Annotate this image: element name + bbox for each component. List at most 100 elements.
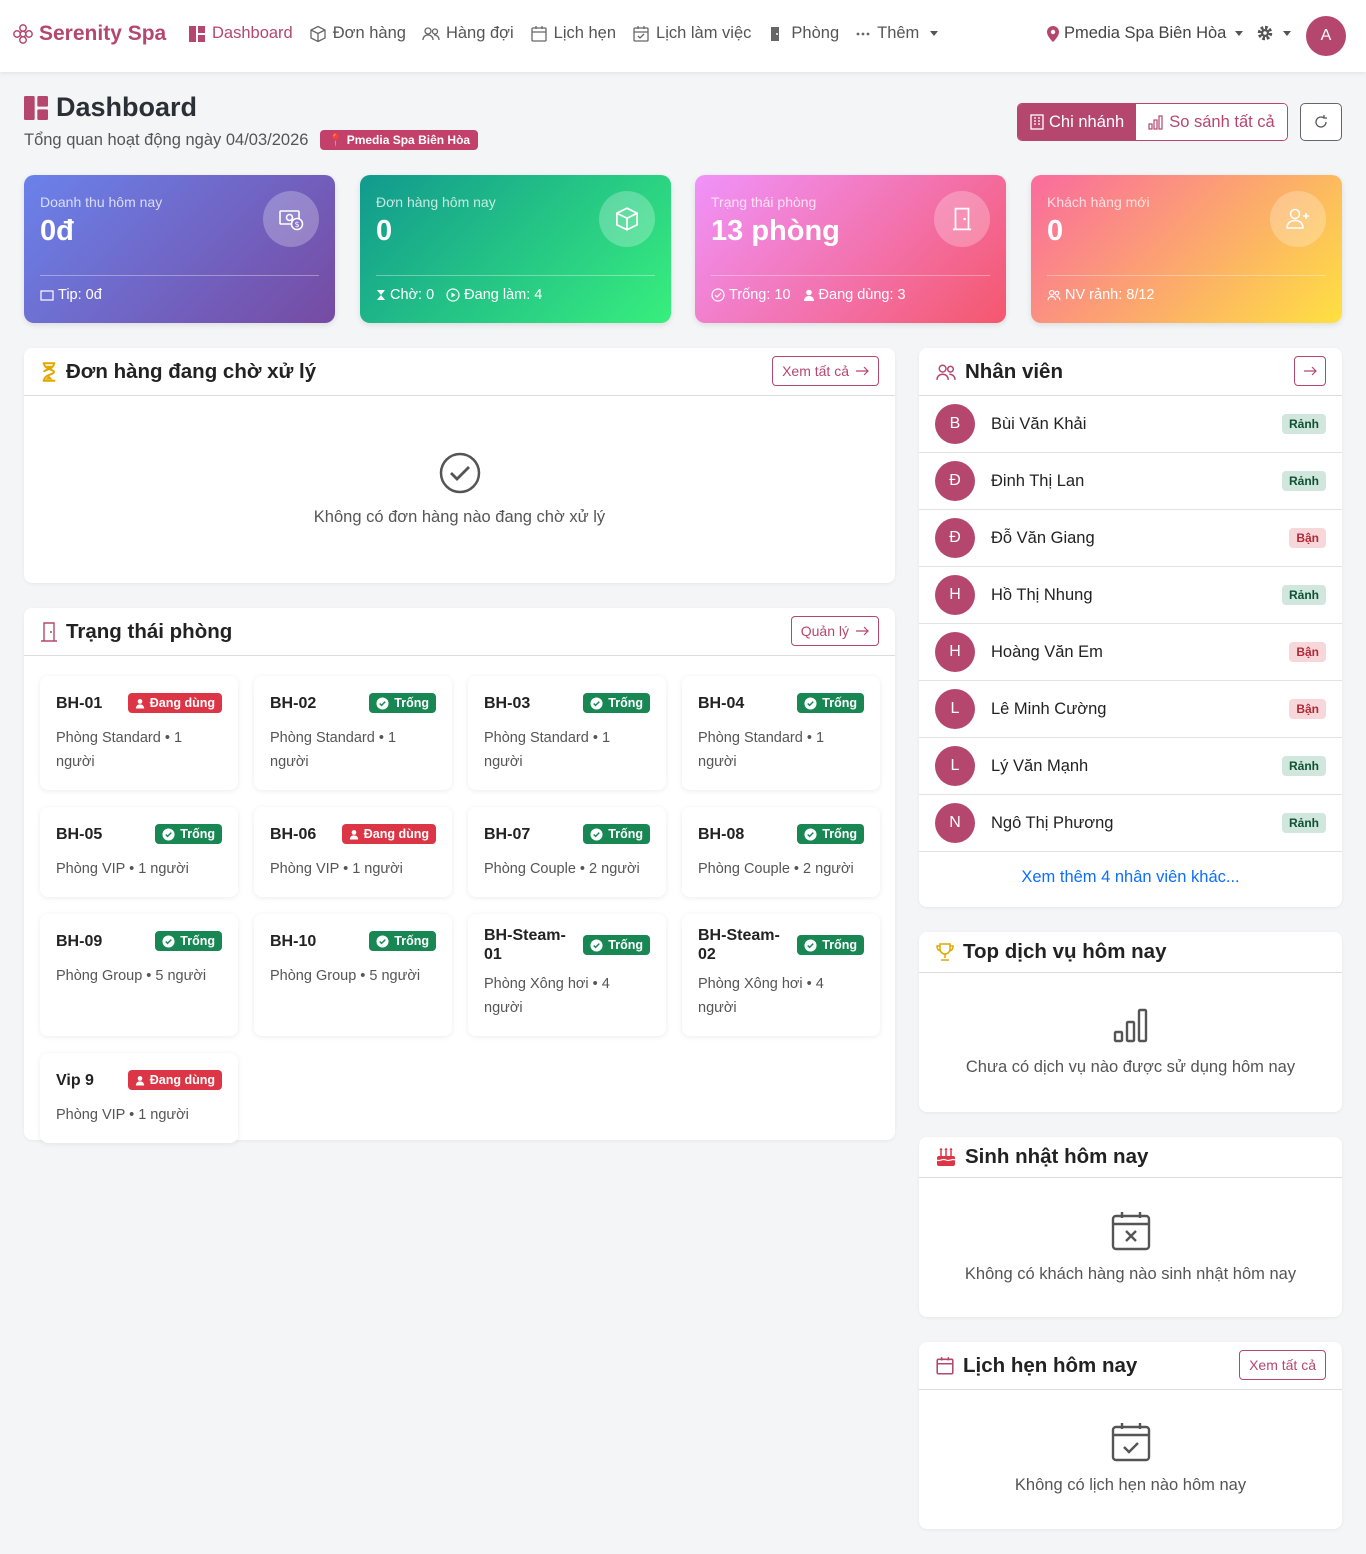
stat-footer-item: Đang làm: 4 [446,287,542,303]
staff-avatar: H [935,575,975,615]
room-desc: Phòng Standard • 1 người [56,730,183,770]
staff-avatar: L [935,746,975,786]
empty-text: Không có lịch hẹn nào hôm nay [1014,1476,1247,1494]
btn-icon [1030,114,1044,130]
staff-link-button[interactable] [1294,356,1326,386]
pending-card: Đơn hàng đang chờ xử lý Xem tất cả Không… [24,348,895,583]
room-tile[interactable]: BH-03 Trống Phòng Standard • 1 người [468,676,666,790]
room-status-badge: Đang dùng [127,1070,222,1090]
staff-status: Bận [1289,528,1326,548]
room-tile[interactable]: BH-06 Đang dùng Phòng VIP • 1 người [254,807,452,897]
refresh-button[interactable] [1300,103,1342,141]
stat-footer: Chờ: 0 Đang làm: 4 [376,287,542,303]
room-status-badge: Trống [583,824,650,844]
room-status: Đang dùng [149,696,215,710]
nav-link[interactable]: Phòng [767,24,839,43]
settings[interactable] [1256,24,1291,42]
badge-text: Pmedia Spa Biên Hòa [346,133,471,147]
room-tile[interactable]: BH-08 Trống Phòng Couple • 2 người [682,807,880,897]
room-status: Trống [822,827,857,841]
room-status: Trống [608,827,643,841]
room-tile-header: BH-03 Trống [484,688,650,718]
room-tile-header: BH-06 Đang dùng [270,819,436,849]
room-tile[interactable]: BH-09 Trống Phòng Group • 5 người [40,914,238,1036]
room-status-badge: Trống [369,693,436,713]
card-header: Đơn hàng đang chờ xử lý Xem tất cả [24,348,895,396]
brand[interactable]: Serenity Spa [12,22,166,46]
nav-link[interactable]: Đơn hàng [309,24,406,43]
room-status: Trống [180,934,215,948]
card-header: Top dịch vụ hôm nay [919,932,1342,973]
stat-icon [1270,191,1326,247]
btn-label: So sánh tất cả [1169,112,1275,131]
stat-footer-item: NV rảnh: 8/12 [1047,287,1154,303]
room-status-badge: Trống [583,935,650,955]
nav-link[interactable]: Thêm [855,24,939,43]
badge-icon [804,696,817,710]
room-tile[interactable]: BH-Steam-02 Trống Phòng Xông hơi • 4 người [682,914,880,1036]
staff-status: Rảnh [1282,414,1326,434]
staff-status: Rảnh [1282,471,1326,491]
room-grid: BH-01 Đang dùng Phòng Standard • 1 người BH… [40,676,880,1143]
room-code: BH-04 [698,694,745,712]
room-tile[interactable]: Vip 9 Đang dùng Phòng VIP • 1 người [40,1053,238,1143]
hourglass-icon [42,361,56,382]
room-status-badge: Trống [797,935,864,955]
nav-icon [633,25,649,42]
manage-button[interactable]: Quản lý [790,616,879,646]
staff-avatar: Đ [935,518,975,558]
view-all-button[interactable]: Xem tất cả [772,356,879,386]
branch-selector[interactable]: Pmedia Spa Biên Hòa [1046,24,1244,43]
card-title: Trạng thái phòng [66,619,233,643]
calendar-x-icon [1111,1212,1150,1251]
staff-avatar: N [935,803,975,843]
room-desc: Phòng VIP • 1 người [56,861,189,877]
badge-icon [135,698,144,708]
room-tile-header: Vip 9 Đang dùng [56,1065,222,1095]
room-tile[interactable]: BH-07 Trống Phòng Couple • 2 người [468,807,666,897]
room-status-badge: Trống [583,693,650,713]
staff-status: Rảnh [1282,585,1326,605]
subtitle-text: Tổng quan hoạt động ngày 04/03/2026 [24,130,309,149]
stat-icon [599,191,655,247]
toggle-button[interactable]: So sánh tất cả [1136,104,1287,140]
room-tile[interactable]: BH-10 Trống Phòng Group • 5 người [254,914,452,1036]
top-services-card: Top dịch vụ hôm nay Chưa có dịch vụ nào … [919,932,1342,1112]
more-staff-link[interactable]: Xem thêm 4 nhân viên khác... [1021,868,1240,886]
room-code: BH-06 [270,825,317,843]
toggle-button[interactable]: Chi nhánh [1018,104,1137,140]
nav-icon [310,25,326,42]
staff-name: Hoàng Văn Em [991,642,1103,661]
room-status-badge: Trống [155,824,222,844]
stat-value: 0đ [40,215,74,247]
room-tile[interactable]: BH-Steam-01 Trống Phòng Xông hơi • 4 người [468,914,666,1036]
room-tile-header: BH-05 Trống [56,819,222,849]
nav-link[interactable]: Hàng đợi [422,24,514,43]
btn-label: Xem tất cả [1249,1357,1316,1373]
view-all-button[interactable]: Xem tất cả [1239,1350,1326,1380]
calendar-check-icon [1111,1423,1150,1462]
user-avatar[interactable]: A [1306,16,1346,56]
card-header: Trạng thái phòng Quản lý [24,608,895,656]
stat-footer: Trống: 10 Đang dùng: 3 [711,287,906,303]
room-tile[interactable]: BH-01 Đang dùng Phòng Standard • 1 người [40,676,238,790]
room-status-badge: Đang dùng [341,824,436,844]
room-tile[interactable]: BH-04 Trống Phòng Standard • 1 người [682,676,880,790]
stat-value: 13 phòng [711,215,840,247]
nav-link[interactable]: Lịch hẹn [530,24,616,43]
staff-row: L Lê Minh Cường Bận [919,681,1342,738]
room-tile[interactable]: BH-05 Trống Phòng VIP • 1 người [40,807,238,897]
divider [376,275,655,276]
room-tile[interactable]: BH-02 Trống Phòng Standard • 1 người [254,676,452,790]
badge-icon [376,696,389,710]
trophy-icon [936,943,954,961]
staff-name: Đỗ Văn Giang [991,528,1095,547]
room-tile-header: BH-09 Trống [56,926,222,956]
caret [1283,30,1291,36]
room-code: BH-09 [56,932,103,950]
staff-name: Lê Minh Cường [991,699,1107,718]
room-desc: Phòng VIP • 1 người [270,861,403,877]
nav-link[interactable]: Lịch làm việc [632,24,751,43]
stat-card: Khách hàng mới 0 NV rảnh: 8/12 [1031,175,1342,323]
nav-link[interactable]: Dashboard [188,24,293,43]
